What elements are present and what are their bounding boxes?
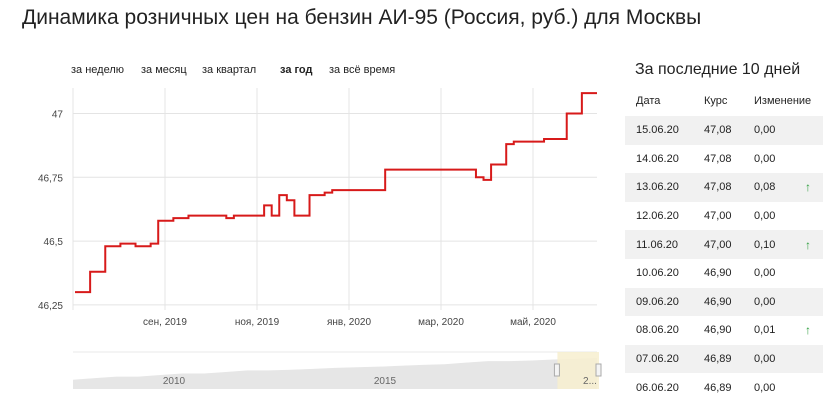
row-date: 11.06.20 — [636, 238, 679, 251]
period-week[interactable]: за неделю — [71, 64, 125, 76]
row-rate: 46,90 — [704, 324, 732, 337]
x-tick-label: сен, 2019 — [143, 317, 187, 328]
navigator-tick-label: 2010 — [163, 376, 186, 387]
table-row: 15.06.20 47,08 0,00 — [625, 116, 823, 145]
navigator-tick-label: 2015 — [374, 376, 397, 387]
row-rate: 47,00 — [704, 210, 732, 223]
header-change: Изменение — [754, 95, 812, 107]
table-row: 07.06.20 46,89 0,00 — [625, 344, 823, 374]
table-row: 09.06.20 46,90 0,00 — [625, 287, 823, 317]
navigator-area — [73, 358, 597, 389]
navigator-selection — [557, 352, 599, 389]
side-title: За последние 10 дней — [635, 61, 801, 78]
row-rate: 46,90 — [704, 295, 732, 308]
price-chart: 46,25 46,5 46,75 47 сен, 2019 ноя, 2019 янв, 2… — [38, 88, 602, 389]
row-change: 0,01 — [754, 324, 776, 337]
row-change: 0,00 — [754, 124, 776, 137]
arrow-up-icon: ↑ — [805, 180, 811, 195]
row-rate: 46,90 — [704, 267, 732, 280]
row-change: 0,00 — [754, 267, 776, 280]
header-rate: Курс — [704, 95, 728, 107]
row-change: 0,00 — [754, 381, 776, 394]
row-change: 0,00 — [754, 152, 776, 165]
row-rate: 46,89 — [704, 353, 732, 366]
navigator-handle-left — [553, 363, 560, 377]
row-rate: 47,08 — [704, 152, 732, 165]
period-quarter[interactable]: за квартал — [202, 64, 257, 76]
table-row: 13.06.20 47,08 0,08 ↑ — [625, 173, 823, 202]
row-rate: 46,89 — [704, 381, 732, 394]
y-tick-label: 46,25 — [38, 301, 63, 312]
page-title: Динамика розничных цен на бензин АИ-95 (… — [22, 6, 702, 29]
arrow-up-icon: ↑ — [805, 323, 811, 338]
row-date: 12.06.20 — [636, 210, 679, 223]
arrow-up-icon: ↑ — [805, 237, 811, 252]
y-tick-label: 46,5 — [44, 237, 64, 248]
last-10-days-table: Дата Курс Изменение 15.06.20 47,08 0,00 14.… — [625, 86, 823, 402]
row-date: 06.06.20 — [636, 381, 679, 394]
y-tick-label: 47 — [52, 110, 64, 121]
x-tick-label: янв, 2020 — [327, 317, 371, 328]
series-line — [75, 92, 597, 294]
row-change: 0,08 — [754, 181, 776, 194]
row-change: 0,00 — [754, 353, 776, 366]
row-rate: 47,00 — [704, 238, 732, 251]
table-row: 06.06.20 46,89 0,00 — [625, 373, 823, 402]
table-row: 14.06.20 47,08 0,00 — [625, 145, 823, 174]
navigator-handle-right — [595, 363, 602, 377]
period-all[interactable]: за всё время — [329, 64, 396, 76]
x-tick-label: ноя, 2019 — [235, 317, 280, 328]
row-date: 07.06.20 — [636, 353, 679, 366]
row-change: 0,00 — [754, 210, 776, 223]
period-month[interactable]: за месяц — [141, 64, 187, 76]
table-row: 10.06.20 46,90 0,00 — [625, 259, 823, 288]
row-date: 15.06.20 — [636, 124, 679, 137]
y-tick-label: 46,75 — [38, 173, 63, 184]
row-date: 08.06.20 — [636, 324, 679, 337]
row-date: 13.06.20 — [636, 181, 679, 194]
header-date: Дата — [636, 95, 661, 107]
x-tick-label: май, 2020 — [510, 317, 556, 328]
table-row: 11.06.20 47,00 0,10 ↑ — [625, 230, 823, 259]
row-change: 0,10 — [754, 238, 776, 251]
table-row: 08.06.20 46,90 0,01 ↑ — [625, 316, 823, 345]
table-header: Дата Курс Изменение — [625, 86, 823, 116]
navigator-tick-label: 2... — [583, 376, 597, 387]
row-date: 10.06.20 — [636, 267, 679, 280]
row-date: 14.06.20 — [636, 152, 679, 165]
row-date: 09.06.20 — [636, 295, 679, 308]
row-change: 0,00 — [754, 295, 776, 308]
x-tick-label: мар, 2020 — [418, 317, 464, 328]
row-rate: 47,08 — [704, 181, 732, 194]
row-rate: 47,08 — [704, 124, 732, 137]
table-row: 12.06.20 47,00 0,00 — [625, 202, 823, 231]
period-year[interactable]: за год — [280, 64, 313, 76]
